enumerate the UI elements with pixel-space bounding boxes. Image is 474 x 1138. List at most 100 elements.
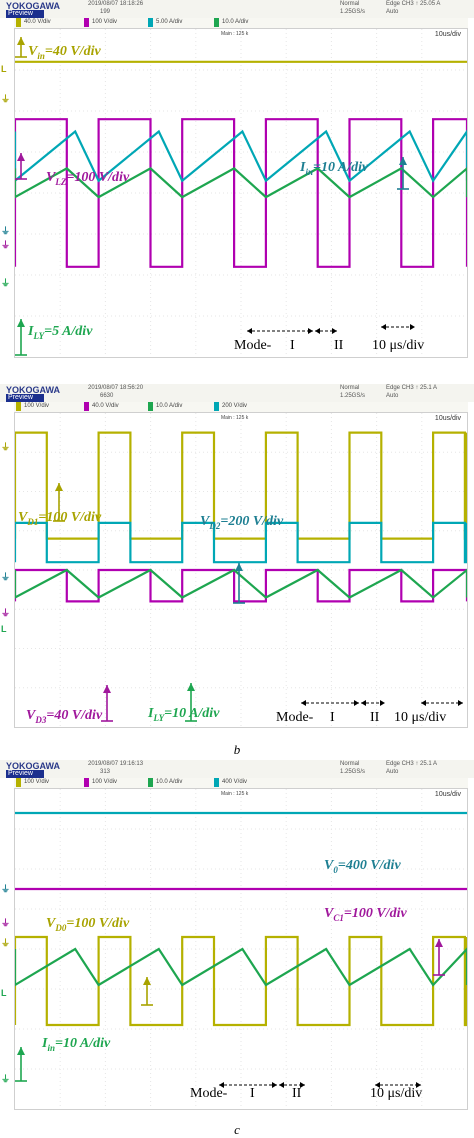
ground-marker: L (1, 64, 7, 74)
channel-row: 100 V/div 40.0 V/div 10.0 A/div 200 V/di… (14, 402, 468, 412)
trigger-mode: Normal (340, 761, 360, 767)
arrowhead (235, 563, 243, 571)
channel-3-scale[interactable]: 5.00 A/div (148, 18, 185, 27)
label-sub: in (47, 1042, 55, 1053)
arrowhead (361, 700, 366, 706)
caption-c: c (234, 1122, 240, 1137)
label-vlz: VLZ=100 V/div (46, 170, 129, 187)
label-sub: LZ (55, 176, 67, 187)
scope-toolbar: YOKOGAWA Preview 2019/08/07 18:18:26 199… (0, 0, 474, 18)
label-main: I (28, 324, 34, 339)
channel-4-scale[interactable]: 400 V/div (214, 778, 250, 787)
trigger-mode: Normal (340, 385, 360, 391)
arrowhead (187, 683, 195, 691)
label-vc1: VC1=100 V/div (324, 906, 407, 923)
panel-b: YOKOGAWA Preview 2019/08/07 18:56:20 663… (0, 384, 474, 762)
channel-1-scale[interactable]: 40.0 V/div (16, 18, 54, 27)
acquisition-count: 6630 (100, 393, 114, 399)
scope-screen: Main : 125 k 10us/div (14, 412, 468, 728)
mode-label: Mode- (234, 338, 272, 353)
mode-label: Mode- (190, 1086, 228, 1101)
channel-4-scale[interactable]: 200 V/div (214, 402, 250, 411)
waveform-area-c (15, 789, 467, 1109)
channel-4-scale[interactable]: 10.0 A/div (214, 18, 251, 27)
acquisition-count: 199 (100, 9, 111, 15)
label-sub: 0 (333, 864, 338, 875)
datetime: 2019/08/07 19:16:13 (88, 761, 144, 767)
arrowhead (272, 1082, 277, 1088)
brand-logo: YOKOGAWA (6, 761, 61, 771)
waveform-area-b (15, 413, 467, 727)
label-main: V (46, 916, 56, 931)
sample-rate: 1.25GS/s (340, 393, 366, 399)
arrowhead (380, 700, 385, 706)
main-points: Main : 125 k (221, 791, 249, 797)
time-per-div: 10us/div (434, 31, 461, 38)
preview-badge[interactable]: Preview (6, 770, 44, 778)
channel-1-scale[interactable]: 100 V/div (16, 402, 52, 411)
label-main: V (324, 858, 334, 873)
label-sub: C1 (333, 912, 344, 923)
arrowhead (300, 1082, 305, 1088)
time-scale-label: 10 μs/div (372, 338, 425, 353)
ground-marker: ⏚ (1, 938, 11, 948)
preview-badge[interactable]: Preview (6, 10, 44, 18)
label-ily: ILY=10 A/div (148, 706, 219, 723)
channel-row: 40.0 V/div 100 V/div 5.00 A/div 10.0 A/d… (14, 18, 468, 28)
label-rest: =10 A/div (164, 706, 220, 721)
datetime: 2019/08/07 18:56:20 (88, 385, 144, 391)
trigger-auto: Auto (386, 9, 399, 15)
arrowhead (17, 153, 25, 161)
arrowhead (143, 977, 151, 985)
waveform-ily (15, 166, 467, 199)
arrowhead (332, 328, 337, 334)
waveform-vlz (15, 118, 467, 268)
label-vd3: VD3=40 V/div (26, 708, 102, 725)
label-vin: Vin=40 V/div (28, 44, 101, 61)
label-sub: in (37, 50, 45, 61)
label-rest: =100 V/div (66, 170, 130, 185)
mode-two-label: II (334, 338, 344, 353)
channel-2-scale[interactable]: 40.0 V/div (84, 402, 122, 411)
label-main: V (200, 514, 210, 529)
arrowhead (458, 700, 463, 706)
label-rest: =40 V/div (44, 44, 101, 59)
caption-b: b (233, 742, 241, 757)
panel-c: YOKOGAWA Preview 2019/08/07 19:16:13 313… (0, 760, 474, 1137)
label-rest: =400 V/div (337, 858, 401, 873)
channel-2-scale[interactable]: 100 V/div (84, 778, 120, 787)
label-iin: Iin=10 A/div (300, 160, 368, 177)
arrowhead (308, 328, 313, 334)
ground-marker: L (1, 988, 7, 998)
waveform-vd0 (15, 935, 467, 1027)
label-main: V (46, 170, 56, 185)
channel-3-scale[interactable]: 10.0 A/div (148, 402, 185, 411)
label-v0: V0=400 V/div (324, 858, 401, 875)
arrowhead (219, 1082, 224, 1088)
label-sub: D1 (27, 516, 39, 527)
label-main: V (324, 906, 334, 921)
channel-3-scale[interactable]: 10.0 A/div (148, 778, 185, 787)
mode-two-label: II (292, 1086, 302, 1101)
label-main: I (42, 1036, 48, 1051)
ground-marker: ⏚ (1, 918, 11, 928)
time-scale-label: 10 μs/div (394, 710, 447, 725)
sample-rate: 1.25GS/s (340, 769, 366, 775)
channel-row: 100 V/div 100 V/div 10.0 A/div 400 V/div (14, 778, 468, 788)
label-main: I (148, 706, 154, 721)
ground-marker: ⏚ (1, 240, 11, 250)
channel-1-scale[interactable]: 100 V/div (16, 778, 52, 787)
label-main: V (28, 44, 38, 59)
brand-logo: YOKOGAWA (6, 1, 61, 11)
panel-a: YOKOGAWA Preview 2019/08/07 18:18:26 199… (0, 0, 474, 400)
mode-one-label: I (290, 338, 295, 353)
arrowhead (315, 328, 320, 334)
arrowhead (103, 685, 111, 693)
mode-two-label: II (370, 710, 380, 725)
ground-marker: ⏚ (1, 608, 11, 618)
time-scale-label: 10 μs/div (370, 1086, 423, 1101)
label-sub: D2 (209, 520, 221, 531)
preview-badge[interactable]: Preview (6, 394, 44, 402)
channel-2-scale[interactable]: 100 V/div (84, 18, 120, 27)
label-sub: D0 (55, 922, 67, 933)
